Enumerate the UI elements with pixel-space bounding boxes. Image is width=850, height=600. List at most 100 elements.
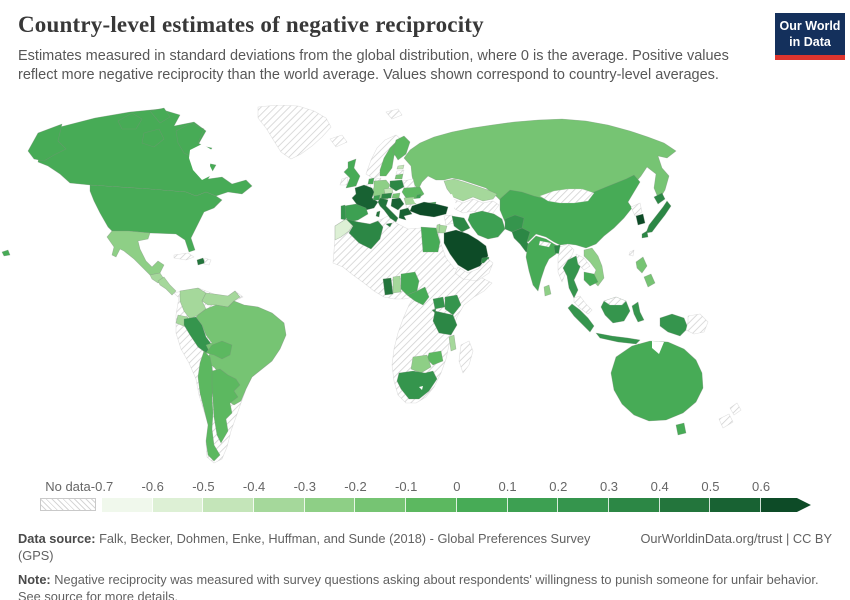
country-estonia[interactable] (396, 164, 405, 170)
legend-bin-0[interactable] (102, 498, 153, 512)
country-ghana[interactable] (382, 277, 394, 296)
country-uk[interactable] (343, 158, 361, 189)
country-lithuania[interactable] (394, 173, 404, 180)
country-madagascar[interactable] (458, 340, 474, 374)
country-cambodia[interactable] (583, 271, 599, 287)
country-australia-tasmania[interactable] (675, 422, 687, 436)
country-cuba[interactable] (173, 252, 195, 261)
country-greenland[interactable] (257, 105, 332, 160)
country-philippines-luzon[interactable] (635, 256, 648, 274)
country-netherlands[interactable] (367, 177, 375, 185)
country-canada[interactable] (37, 108, 253, 197)
owid-link[interactable]: OurWorldinData.org/trust | CC BY (640, 531, 832, 546)
country-papua-new-guinea[interactable] (685, 313, 709, 335)
country-north-korea[interactable] (630, 202, 643, 217)
country-indonesia-sulawesi[interactable] (631, 301, 645, 323)
legend-bin-7[interactable] (456, 498, 508, 512)
country-bosnia-balkans[interactable] (390, 197, 405, 211)
legend-bin-13[interactable] (760, 498, 811, 512)
legend-bin-12[interactable] (710, 498, 761, 512)
country-canada-island2[interactable] (149, 107, 171, 124)
country-usa-hawaii[interactable] (1, 249, 11, 257)
country-nicaragua[interactable] (157, 276, 177, 296)
country-argentina[interactable] (211, 368, 241, 444)
country-south-korea[interactable] (635, 213, 646, 226)
legend-bin-11[interactable] (659, 498, 711, 512)
country-new-zealand-south[interactable] (718, 413, 734, 429)
country-switzerland[interactable] (372, 194, 381, 201)
country-greece[interactable] (398, 207, 413, 221)
country-bolivia[interactable] (205, 340, 233, 360)
country-japan-honshu[interactable] (645, 200, 672, 234)
country-ireland[interactable] (339, 176, 349, 186)
country-italy-sardinia[interactable] (375, 210, 381, 218)
country-philippines-mindanao[interactable] (643, 273, 656, 288)
country-hungary[interactable] (391, 192, 401, 199)
legend-bin-2[interactable] (203, 498, 255, 512)
country-iceland[interactable] (329, 134, 348, 148)
country-indonesia-java[interactable] (595, 332, 641, 345)
country-usa[interactable] (89, 184, 223, 253)
legend-bin-5[interactable] (355, 498, 407, 512)
country-jordan[interactable] (438, 224, 448, 234)
country-canada-victoria[interactable] (141, 128, 165, 148)
country-egypt[interactable] (420, 226, 441, 253)
country-south-africa[interactable] (396, 370, 438, 400)
country-indonesia-papua[interactable] (659, 313, 689, 337)
country-australia[interactable] (610, 340, 704, 422)
country-malaysia[interactable] (573, 295, 593, 315)
country-poland[interactable] (389, 179, 405, 192)
legend-bin-3[interactable] (254, 498, 305, 512)
country-italy[interactable] (377, 197, 399, 223)
country-iran[interactable] (467, 210, 506, 240)
country-benin[interactable] (392, 275, 402, 294)
country-iraq[interactable] (451, 215, 471, 233)
country-mongolia[interactable] (539, 188, 595, 204)
country-botswana[interactable] (410, 354, 432, 374)
country-italy-sicily[interactable] (385, 222, 393, 228)
legend-bin-6[interactable] (406, 498, 457, 512)
region-central-asia-nodata[interactable] (450, 198, 500, 216)
country-usa-alaska[interactable] (27, 123, 67, 162)
legend-bin-4[interactable] (304, 498, 356, 512)
country-latvia[interactable] (395, 169, 405, 175)
legend-no-data-swatch[interactable] (40, 498, 96, 511)
country-tanzania[interactable] (432, 310, 458, 336)
gulf-of-carpentaria (652, 341, 664, 354)
legend-bin-10[interactable] (608, 498, 660, 512)
country-france[interactable] (351, 184, 379, 211)
country-kenya[interactable] (444, 294, 462, 316)
country-dominican-republic[interactable] (203, 257, 212, 266)
country-portugal[interactable] (340, 204, 347, 221)
country-japan-kyushu[interactable] (641, 230, 649, 239)
owid-logo[interactable]: Our World in Data (775, 13, 845, 60)
country-new-zealand-north[interactable] (729, 402, 742, 416)
country-russia[interactable] (403, 118, 677, 203)
country-malaysia-borneo[interactable] (603, 296, 627, 306)
country-algeria[interactable] (345, 218, 384, 250)
country-india[interactable] (525, 235, 561, 292)
country-vietnam[interactable] (583, 247, 605, 287)
region-africa-nodata[interactable] (332, 214, 493, 404)
country-japan-hokkaido[interactable] (653, 192, 666, 205)
legend-bin-9[interactable] (558, 498, 609, 512)
country-sri-lanka[interactable] (543, 284, 552, 297)
country-finland[interactable] (392, 135, 411, 161)
legend-tick-0.3: 0.3 (599, 479, 619, 494)
country-malawi[interactable] (448, 334, 457, 352)
country-taiwan[interactable] (628, 249, 635, 257)
country-laos[interactable] (575, 253, 591, 271)
country-canada-island1[interactable] (117, 112, 143, 130)
legend-bin-1[interactable] (152, 498, 204, 512)
country-czechia[interactable] (383, 187, 394, 195)
country-austria[interactable] (380, 192, 393, 200)
country-indonesia-sumatra[interactable] (567, 303, 595, 333)
country-uganda[interactable] (432, 296, 446, 310)
legend-bin-8[interactable] (507, 498, 559, 512)
country-yemen-oman[interactable] (454, 258, 494, 282)
country-turkey[interactable] (409, 201, 449, 218)
country-mexico[interactable] (106, 230, 165, 276)
region-svalbard[interactable] (385, 108, 403, 120)
country-cameroon[interactable] (406, 286, 430, 306)
country-nepal[interactable] (538, 240, 552, 248)
